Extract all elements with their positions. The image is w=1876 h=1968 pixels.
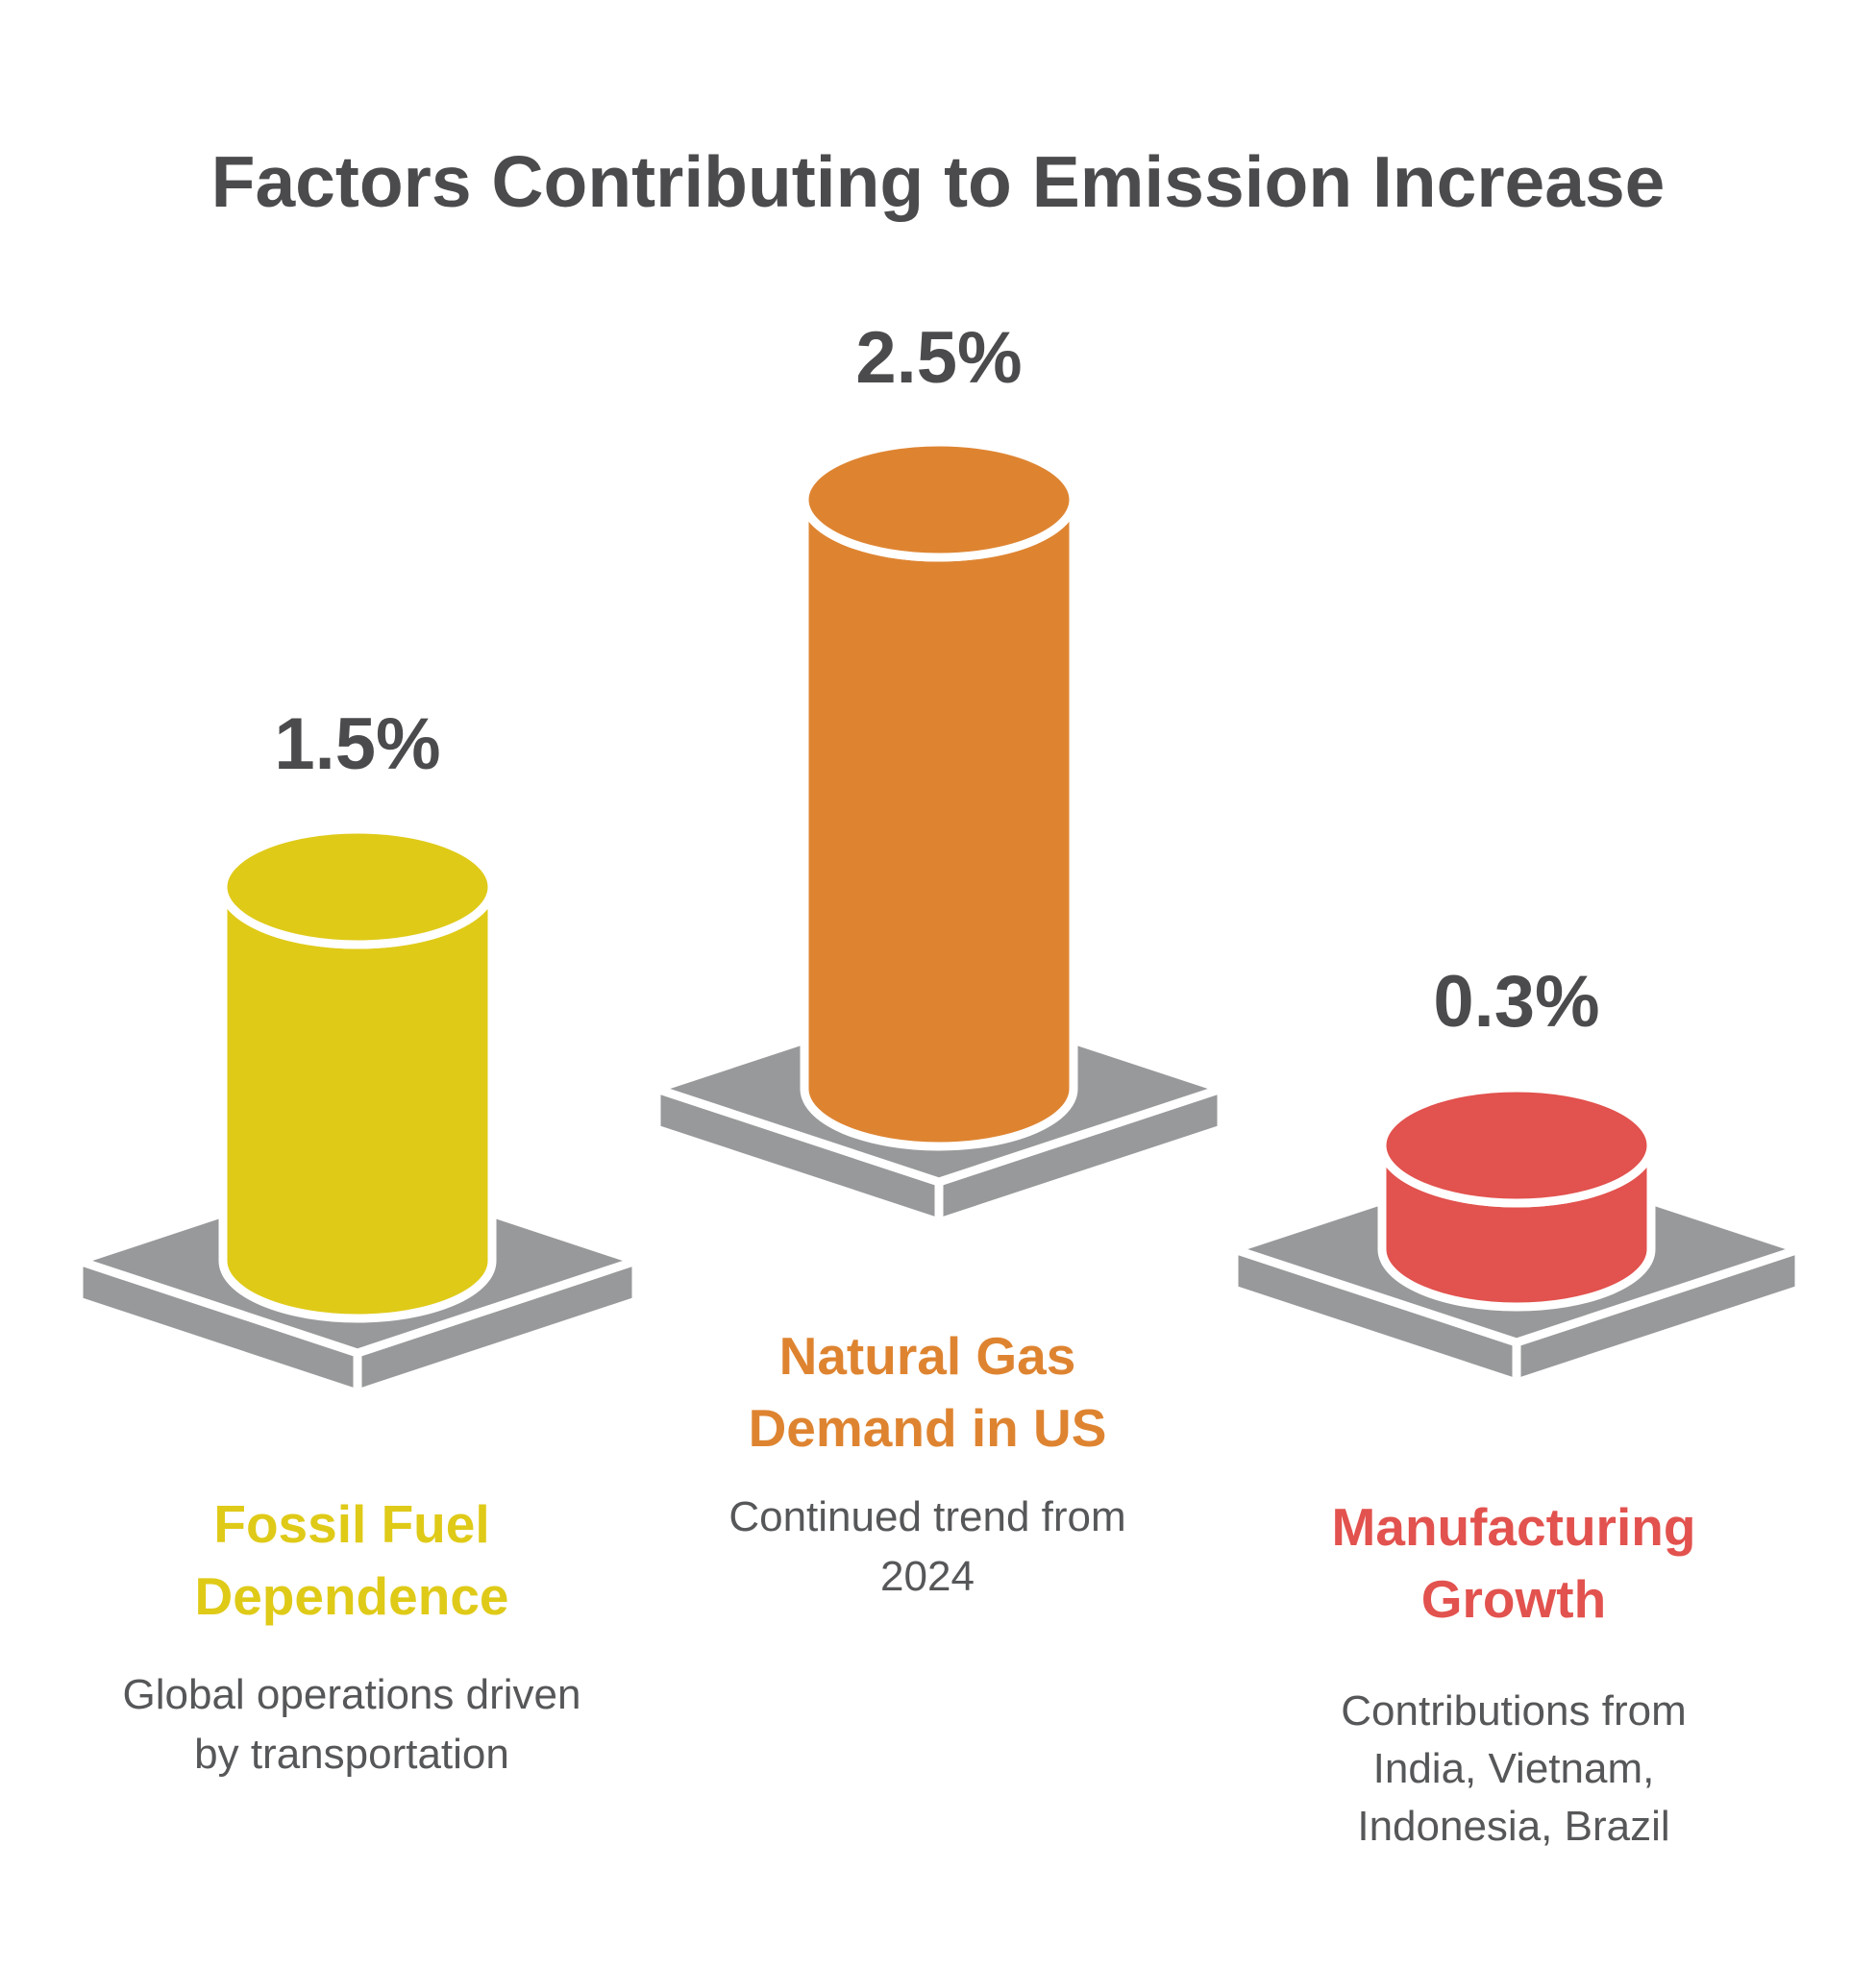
cylinder-fossil-fuel	[218, 824, 497, 1323]
bar-manufacturing: 0.3% Manufacturing Growth Contributions …	[1229, 961, 1804, 1850]
category-title-line1: Manufacturing	[1332, 1497, 1696, 1557]
cylinder-top	[1377, 1083, 1656, 1208]
cylinder-top	[800, 437, 1078, 562]
cylinder-manufacturing	[1377, 1083, 1656, 1312]
cylinder-body	[800, 499, 1078, 1151]
category-desc-line1: Contributions from	[1341, 1687, 1686, 1734]
category-desc-line2: 2024	[880, 1553, 975, 1600]
cylinder-natural-gas	[800, 437, 1078, 1151]
category-title-line1: Fossil Fuel	[213, 1494, 489, 1554]
category-desc-line2: India, Vietnam,	[1373, 1745, 1655, 1792]
category-title-line2: Dependence	[194, 1566, 508, 1626]
page-title: Factors Contributing to Emission Increas…	[211, 141, 1666, 222]
category-desc-line1: Continued trend from	[728, 1493, 1125, 1540]
category-title-line2: Demand in US	[749, 1398, 1107, 1458]
cylinder-top	[218, 824, 497, 949]
category-desc-line3: Indonesia, Brazil	[1357, 1803, 1669, 1850]
value-label-manufacturing: 0.3%	[1433, 961, 1599, 1043]
cylinder-body	[218, 886, 497, 1323]
value-label-natural-gas: 2.5%	[855, 317, 1022, 399]
category-desc-line2: by transportation	[194, 1731, 509, 1778]
bar-fossil-fuel: 1.5% Fossil Fuel Dependence Global opera…	[74, 703, 641, 1778]
bar-natural-gas: 2.5% Natural Gas Demand in US Continued …	[652, 317, 1226, 1600]
value-label-fossil-fuel: 1.5%	[274, 703, 440, 785]
category-desc-line1: Global operations driven	[123, 1671, 581, 1718]
category-title-line1: Natural Gas	[779, 1326, 1076, 1386]
category-title-line2: Growth	[1421, 1569, 1606, 1629]
